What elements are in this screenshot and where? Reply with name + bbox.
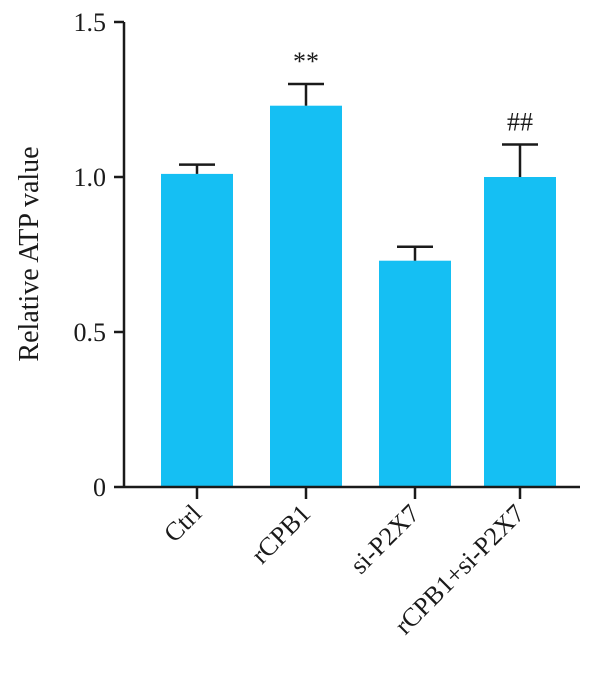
bars [161,105,556,487]
y-tick-label: 1.0 [74,163,107,192]
axes [122,22,580,489]
error-bars [179,82,538,261]
y-tick-label: 1.5 [74,8,107,37]
bar [379,260,451,487]
significance-label: ** [293,47,319,76]
bar [484,177,556,487]
x-tick-label: si-P2X7 [344,499,425,580]
x-tick-label: rCPB1 [246,499,317,570]
y-tick-label: 0.5 [74,318,107,347]
y-tick-label: 0 [93,473,106,502]
y-axis-label-group: Relative ATP value [14,146,45,361]
bar [161,173,233,487]
y-axis-ticks: 0 0.5 1.0 1.5 [74,8,124,502]
y-axis-label: Relative ATP value [14,146,45,361]
x-tick-label: Ctrl [158,499,207,548]
significance-annotations: ** ## [293,47,533,136]
bar [270,105,342,487]
significance-label: ## [507,107,533,136]
